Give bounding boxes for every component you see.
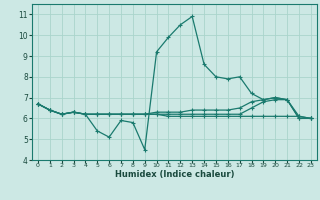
X-axis label: Humidex (Indice chaleur): Humidex (Indice chaleur) <box>115 170 234 179</box>
